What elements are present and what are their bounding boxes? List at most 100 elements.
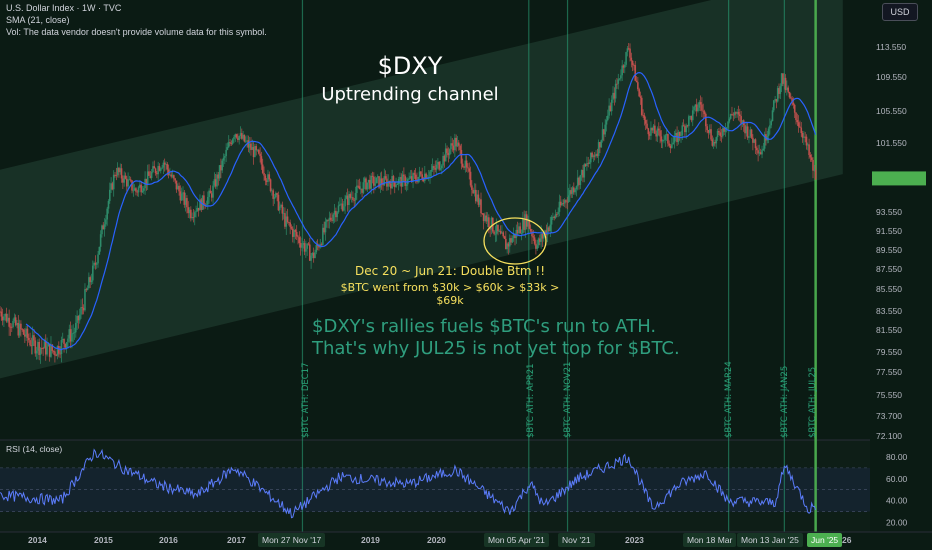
candle-body: [722, 128, 724, 137]
candle-body: [92, 265, 94, 281]
candle-body: [684, 126, 686, 133]
btc-path-label: $BTC went from $30k > $60k > $33k > $69k: [340, 281, 560, 307]
candle-body: [450, 143, 452, 150]
candle-body: [384, 176, 387, 179]
candle-body: [373, 176, 375, 186]
currency-button[interactable]: USD: [882, 3, 918, 21]
candle-body: [623, 64, 626, 68]
candle-body: [246, 140, 248, 142]
candle-body: [216, 174, 218, 187]
candle-body: [374, 183, 376, 186]
candle-body: [614, 83, 617, 99]
candle-body: [339, 204, 341, 206]
candle-body: [139, 184, 141, 188]
candle-body: [600, 140, 603, 148]
candle-body: [498, 231, 501, 232]
candle-body: [456, 142, 459, 147]
candle-body: [301, 244, 303, 248]
rsi-panel-bg: [0, 440, 932, 532]
candle-body: [644, 120, 647, 124]
candle-body: [396, 184, 399, 185]
marker-label-apr21: $BTC ATH: APR21: [526, 363, 536, 438]
candle-body: [178, 185, 180, 192]
candle-body: [627, 48, 630, 50]
symbol-title: U.S. Dollar Index · 1W · TVC: [6, 3, 122, 13]
price-tick-label: 101.550: [876, 138, 907, 148]
candle-body: [146, 171, 149, 185]
candle-body: [27, 337, 30, 341]
candle-body: [736, 111, 738, 114]
candle-body: [499, 231, 502, 234]
price-tick-label: 89.550: [876, 245, 902, 255]
candle-body: [409, 176, 412, 179]
candle-body: [259, 153, 261, 157]
candle-body: [59, 353, 61, 355]
x-tick-2016: 2016: [159, 535, 178, 545]
candle-body: [657, 128, 660, 131]
candle-body: [536, 245, 539, 249]
candle-body: [732, 114, 735, 116]
candle-body: [631, 60, 634, 65]
candle-body: [465, 160, 468, 168]
candle-body: [68, 329, 71, 339]
candle-body: [367, 179, 370, 183]
candle-body: [541, 233, 544, 239]
candle-body: [251, 147, 254, 150]
candle-body: [282, 213, 285, 214]
candle-body: [413, 173, 416, 175]
candle-body: [307, 243, 310, 245]
candle-body: [776, 88, 779, 102]
candle-body: [660, 136, 663, 142]
candle-body: [193, 212, 196, 218]
candle-body: [535, 243, 537, 249]
note-line-2: That's why JUL25 is not yet top for $BTC…: [312, 338, 680, 359]
candle-body: [609, 105, 612, 112]
candle-body: [552, 216, 554, 218]
candle-body: [38, 341, 41, 355]
candle-body: [393, 182, 396, 187]
candle-body: [20, 323, 22, 330]
candle-body: [523, 218, 525, 230]
candle-body: [744, 125, 746, 134]
candle-body: [0, 311, 3, 317]
candle-body: [315, 245, 318, 253]
candle-body: [265, 180, 268, 182]
candle-body: [46, 346, 48, 355]
candle-body: [93, 262, 95, 266]
candle-body: [261, 164, 264, 173]
candle-body: [311, 252, 314, 256]
candle-body: [579, 175, 582, 185]
candle-body: [659, 130, 661, 137]
candle-body: [264, 175, 267, 181]
candle-body: [656, 128, 659, 137]
candle-body: [571, 187, 574, 194]
candle-body: [305, 248, 307, 252]
candle-body: [63, 339, 65, 345]
candle-body: [175, 180, 178, 190]
candle-body: [809, 154, 812, 158]
candle-body: [616, 83, 618, 85]
candle-body: [278, 206, 281, 211]
candle-body: [350, 197, 353, 198]
x-tick-2020: 2020: [427, 535, 446, 545]
price-tick-label: 93.550: [876, 207, 902, 217]
candle-body: [457, 142, 460, 146]
candle-body: [745, 126, 748, 134]
candle-body: [630, 57, 633, 61]
candle-body: [31, 335, 34, 347]
candle-body: [156, 173, 158, 175]
candle-body: [784, 77, 787, 91]
candle-body: [799, 126, 801, 128]
candle-body: [44, 341, 47, 355]
candle-body: [329, 217, 332, 220]
candle-body: [443, 155, 446, 162]
candle-body: [661, 140, 664, 142]
candle-body: [213, 179, 216, 186]
candle-body: [186, 198, 188, 208]
candle-body: [796, 120, 799, 123]
candle-body: [814, 169, 817, 180]
candle-body: [720, 135, 723, 137]
candle-body: [332, 214, 335, 221]
candle-body: [597, 142, 600, 156]
candle-body: [668, 143, 671, 146]
